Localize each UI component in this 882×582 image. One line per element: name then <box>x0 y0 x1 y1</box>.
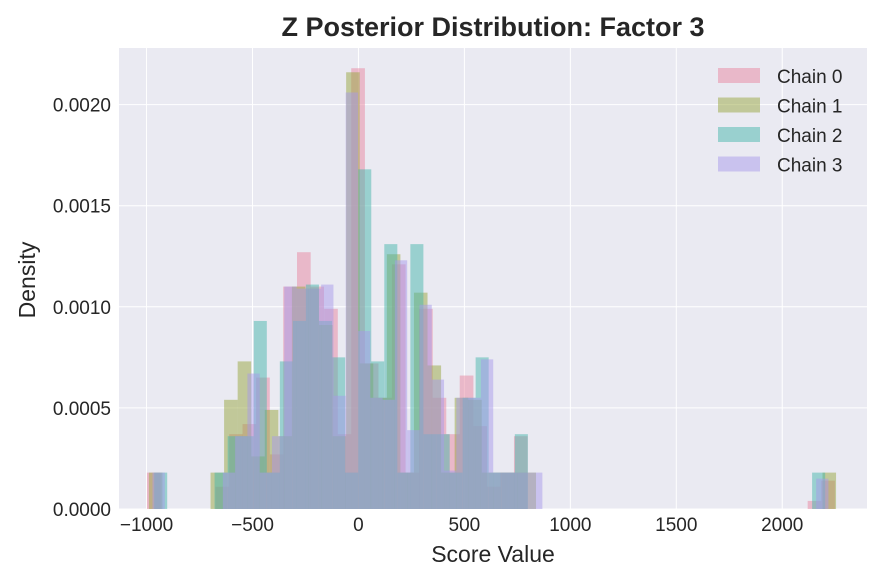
histogram-bar <box>394 260 408 509</box>
histogram-bar <box>493 472 506 509</box>
histogram-bars <box>146 68 837 510</box>
histogram-bar <box>235 436 248 509</box>
histogram-bar <box>407 430 420 509</box>
histogram-bar <box>370 397 383 509</box>
legend-swatch <box>718 68 760 83</box>
x-axis-ticks: −1000 −500 0 500 1000 1500 2000 <box>120 515 804 536</box>
legend-label: Chain 1 <box>777 97 843 118</box>
x-tick-label: 1500 <box>655 515 697 536</box>
x-tick-label: 2000 <box>761 515 803 536</box>
x-tick-label: 500 <box>449 515 481 536</box>
legend: Chain 0 Chain 1 Chain 2 Chain 3 <box>718 67 843 177</box>
x-tick-label: 1000 <box>549 515 591 536</box>
x-tick-label: −1000 <box>120 515 173 536</box>
histogram-bar <box>152 472 165 509</box>
x-tick-label: 0 <box>353 515 364 536</box>
y-tick-label: 0.0015 <box>53 197 111 218</box>
legend-swatch <box>718 127 760 142</box>
legend-label: Chain 3 <box>777 156 843 177</box>
series-chain-3 <box>152 92 829 509</box>
histogram-bar <box>456 397 469 509</box>
y-tick-label: 0.0005 <box>53 399 111 420</box>
histogram-bar <box>259 472 272 509</box>
histogram-bar <box>517 472 531 509</box>
histogram-bar <box>444 470 457 509</box>
histogram-bar <box>480 359 494 509</box>
x-tick-label: −500 <box>231 515 274 536</box>
histogram-bar <box>358 331 371 509</box>
y-tick-label: 0.0000 <box>53 500 111 521</box>
x-axis-label: Score Value <box>431 541 555 567</box>
histogram-bar <box>333 395 346 509</box>
legend-swatch <box>718 97 760 113</box>
histogram-bar <box>222 472 236 509</box>
legend-item: Chain 2 <box>718 126 843 147</box>
histogram-bar <box>505 472 518 509</box>
y-tick-label: 0.0010 <box>53 298 111 319</box>
legend-label: Chain 0 <box>777 67 843 88</box>
legend-label: Chain 2 <box>777 126 843 147</box>
histogram-bar <box>382 399 395 509</box>
y-tick-label: 0.0020 <box>53 96 111 117</box>
histogram-bar <box>431 379 445 509</box>
histogram-bar <box>530 472 543 509</box>
legend-item: Chain 0 <box>718 67 843 88</box>
histogram-bar <box>308 288 322 509</box>
histogram-bar <box>296 288 309 509</box>
y-axis-ticks: 0.0000 0.0005 0.0010 0.0015 0.0020 <box>53 96 111 521</box>
histogram-bar <box>321 284 334 509</box>
histogram-bar <box>271 436 285 509</box>
y-axis-label: Density <box>14 241 40 318</box>
histogram-bar <box>284 286 297 509</box>
histogram-bar <box>816 478 829 509</box>
histogram-bar <box>247 373 260 509</box>
histogram-bar <box>345 92 359 509</box>
histogram-bar <box>419 304 432 509</box>
legend-item: Chain 1 <box>718 97 843 118</box>
legend-swatch <box>718 156 760 172</box>
histogram-bar <box>468 397 481 509</box>
chart-title: Z Posterior Distribution: Factor 3 <box>281 12 704 42</box>
legend-item: Chain 3 <box>718 156 843 177</box>
